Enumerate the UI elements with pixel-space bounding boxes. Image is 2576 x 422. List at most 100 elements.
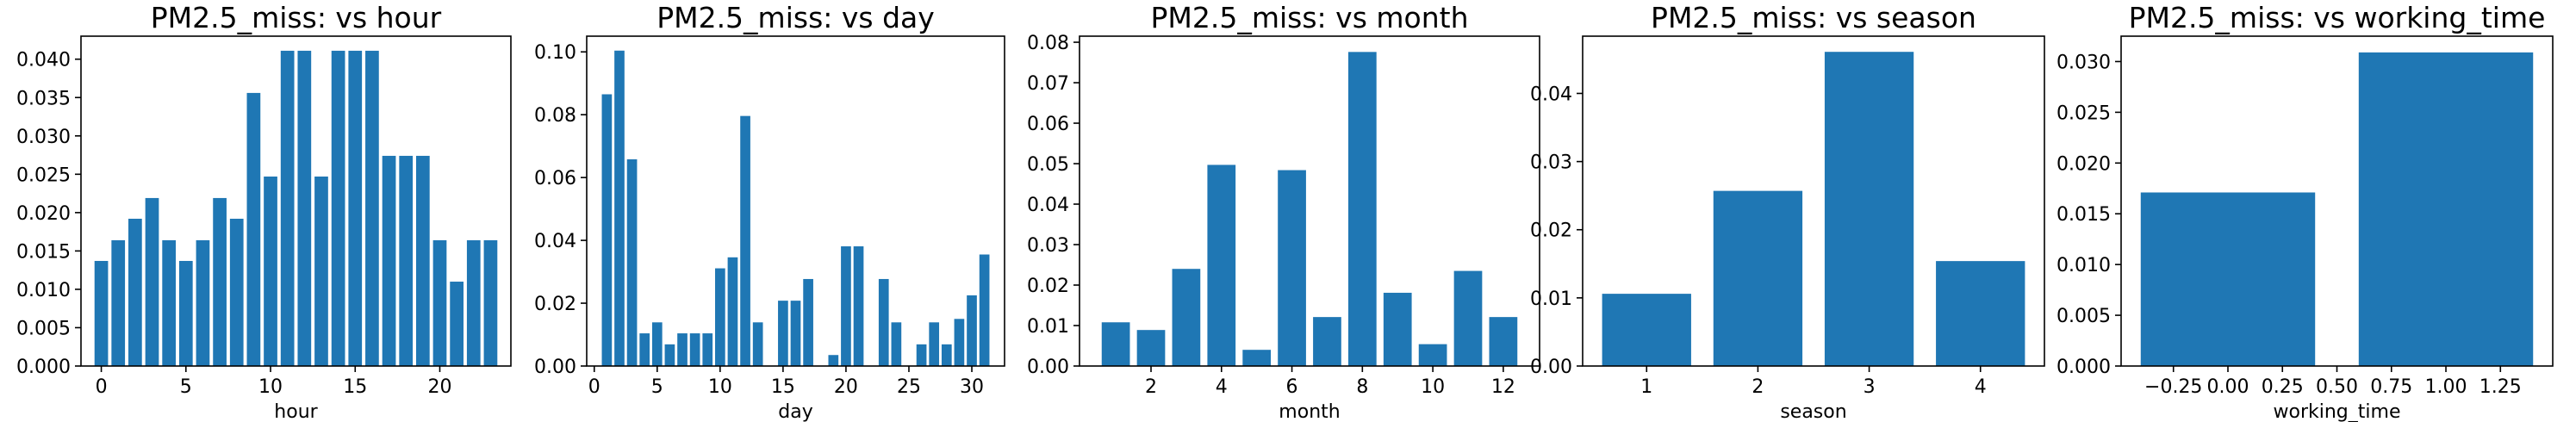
bar-season-3	[1824, 52, 1914, 367]
bar-day-5	[651, 322, 663, 366]
chart-title: PM2.5_miss: vs day	[656, 1, 935, 34]
y-tick-label: 0.08	[1027, 33, 1069, 54]
bar-hour-12	[297, 50, 312, 367]
bar-hour-11	[280, 50, 295, 367]
x-tick-label: 0	[588, 376, 600, 398]
bar-month-11	[1453, 270, 1483, 366]
x-tick-label: 12	[1491, 376, 1515, 398]
y-tick-label: 0.04	[1530, 84, 1572, 105]
y-tick-label: 0.005	[16, 318, 71, 339]
x-tick-label: 4	[1216, 376, 1228, 398]
bar-day-19	[828, 355, 839, 366]
bar-day-8	[689, 333, 700, 366]
bar-hour-5	[178, 260, 193, 366]
bar-hour-10	[264, 176, 277, 366]
bar-hour-20	[432, 239, 447, 366]
y-tick-label: 0.035	[16, 88, 71, 109]
y-tick-label: 0.01	[1027, 316, 1069, 338]
bar-hour-15	[348, 50, 363, 367]
y-tick-label: 0.030	[16, 127, 71, 148]
bar-day-7	[677, 333, 688, 366]
bar-day-13	[752, 322, 763, 366]
x-tick-label: 25	[897, 376, 921, 398]
plot-frame	[1582, 35, 2045, 367]
chart-panel-hour: 0.000 0.005 0.010 0.015 0.020 0.025 0.030 0.035…	[16, 1, 512, 422]
x-tick-label: 20	[427, 376, 451, 398]
y-tick-label: 0.04	[534, 231, 576, 252]
chart-panel-day: 0.00 0.02 0.04 0.06 0.08 0.10 0 5 10 15 20 25 30 day P…	[534, 1, 1005, 422]
x-tick-label: 30	[960, 376, 984, 398]
y-tick-label: 0.00	[1027, 357, 1069, 378]
bar-day-12	[740, 115, 750, 366]
bar-hour-16	[365, 50, 379, 367]
bar-day-10	[715, 268, 725, 366]
bar-month-12	[1489, 317, 1518, 366]
x-tick-label: 8	[1356, 376, 1368, 398]
x-tick-label: 15	[771, 376, 795, 398]
x-tick-label: −0.25	[2144, 376, 2202, 398]
bar-day-6	[664, 344, 675, 366]
bar-month-6	[1278, 170, 1306, 366]
y-tick-label: 0.05	[1027, 154, 1069, 176]
y-tick-label: 0.08	[534, 105, 576, 127]
x-tick-label: 10	[708, 376, 732, 398]
bar-hour-0	[94, 260, 109, 366]
chart-title: PM2.5_miss: vs season	[1651, 1, 1976, 34]
x-tick-label: 2	[1145, 376, 1157, 398]
y-tick-label: 0.00	[534, 357, 576, 378]
bar-day-29	[954, 319, 965, 366]
x-axis-label: working_time	[2274, 401, 2401, 422]
bar-day-28	[941, 344, 952, 366]
bar-day-2	[614, 50, 625, 366]
x-axis-label: hour	[274, 401, 318, 422]
bar-day-16	[790, 301, 801, 366]
bar-day-23	[878, 278, 889, 366]
bar-month-9	[1383, 292, 1412, 366]
x-tick-label: 20	[834, 376, 858, 398]
y-tick-label: 0.000	[2056, 357, 2111, 378]
bar-hour-9	[246, 92, 261, 367]
y-tick-label: 0.020	[2056, 153, 2111, 175]
bar-day-3	[626, 158, 638, 366]
y-tick-label: 0.04	[1027, 195, 1069, 216]
bar-hour-3	[145, 197, 159, 366]
y-tick-label: 0.010	[2056, 255, 2111, 276]
bar-day-17	[803, 278, 813, 366]
plot-frame	[586, 35, 1005, 367]
y-tick-label: 0.00	[1530, 357, 1572, 378]
bar-month-1	[1101, 322, 1130, 366]
bar-working_time-1	[2358, 52, 2534, 367]
bar-season-2	[1713, 190, 1803, 366]
bar-day-31	[979, 254, 990, 366]
bar-month-10	[1418, 344, 1447, 366]
bar-hour-13	[314, 176, 328, 366]
x-tick-label: 6	[1286, 376, 1298, 398]
x-tick-label: 4	[1975, 376, 1987, 398]
y-tick-label: 0.10	[534, 42, 576, 64]
bar-hour-17	[382, 155, 396, 366]
y-tick-label: 0.010	[16, 280, 71, 301]
bar-day-11	[727, 257, 738, 366]
x-tick-label: 0.75	[2370, 376, 2412, 398]
x-tick-label: 5	[180, 376, 192, 398]
y-tick-label: 0.02	[534, 294, 576, 315]
chart-title: PM2.5_miss: vs month	[1151, 1, 1469, 34]
chart-panel-working_time: 0.000 0.005 0.010 0.015 0.020 0.025 0.030 −0.25…	[2056, 1, 2554, 422]
y-tick-label: 0.06	[1027, 114, 1069, 135]
bar-hour-7	[213, 197, 227, 366]
x-tick-label: 10	[1421, 376, 1445, 398]
bar-hour-21	[450, 282, 464, 366]
y-tick-label: 0.030	[2056, 52, 2111, 73]
bar-hour-8	[229, 218, 244, 366]
x-tick-label: 0	[96, 376, 108, 398]
bar-day-21	[853, 246, 864, 366]
bar-hour-19	[415, 155, 430, 366]
chart-title: PM2.5_miss: vs hour	[151, 1, 442, 34]
chart-panel-season: 0.00 0.01 0.02 0.03 0.04 1 2 3 4 season PM2.5_miss…	[1530, 1, 2045, 422]
bar-day-27	[929, 322, 940, 366]
x-axis-label: month	[1279, 401, 1340, 422]
bar-day-30	[967, 295, 977, 366]
plot-frame	[80, 35, 512, 367]
x-tick-label: 1.00	[2425, 376, 2467, 398]
